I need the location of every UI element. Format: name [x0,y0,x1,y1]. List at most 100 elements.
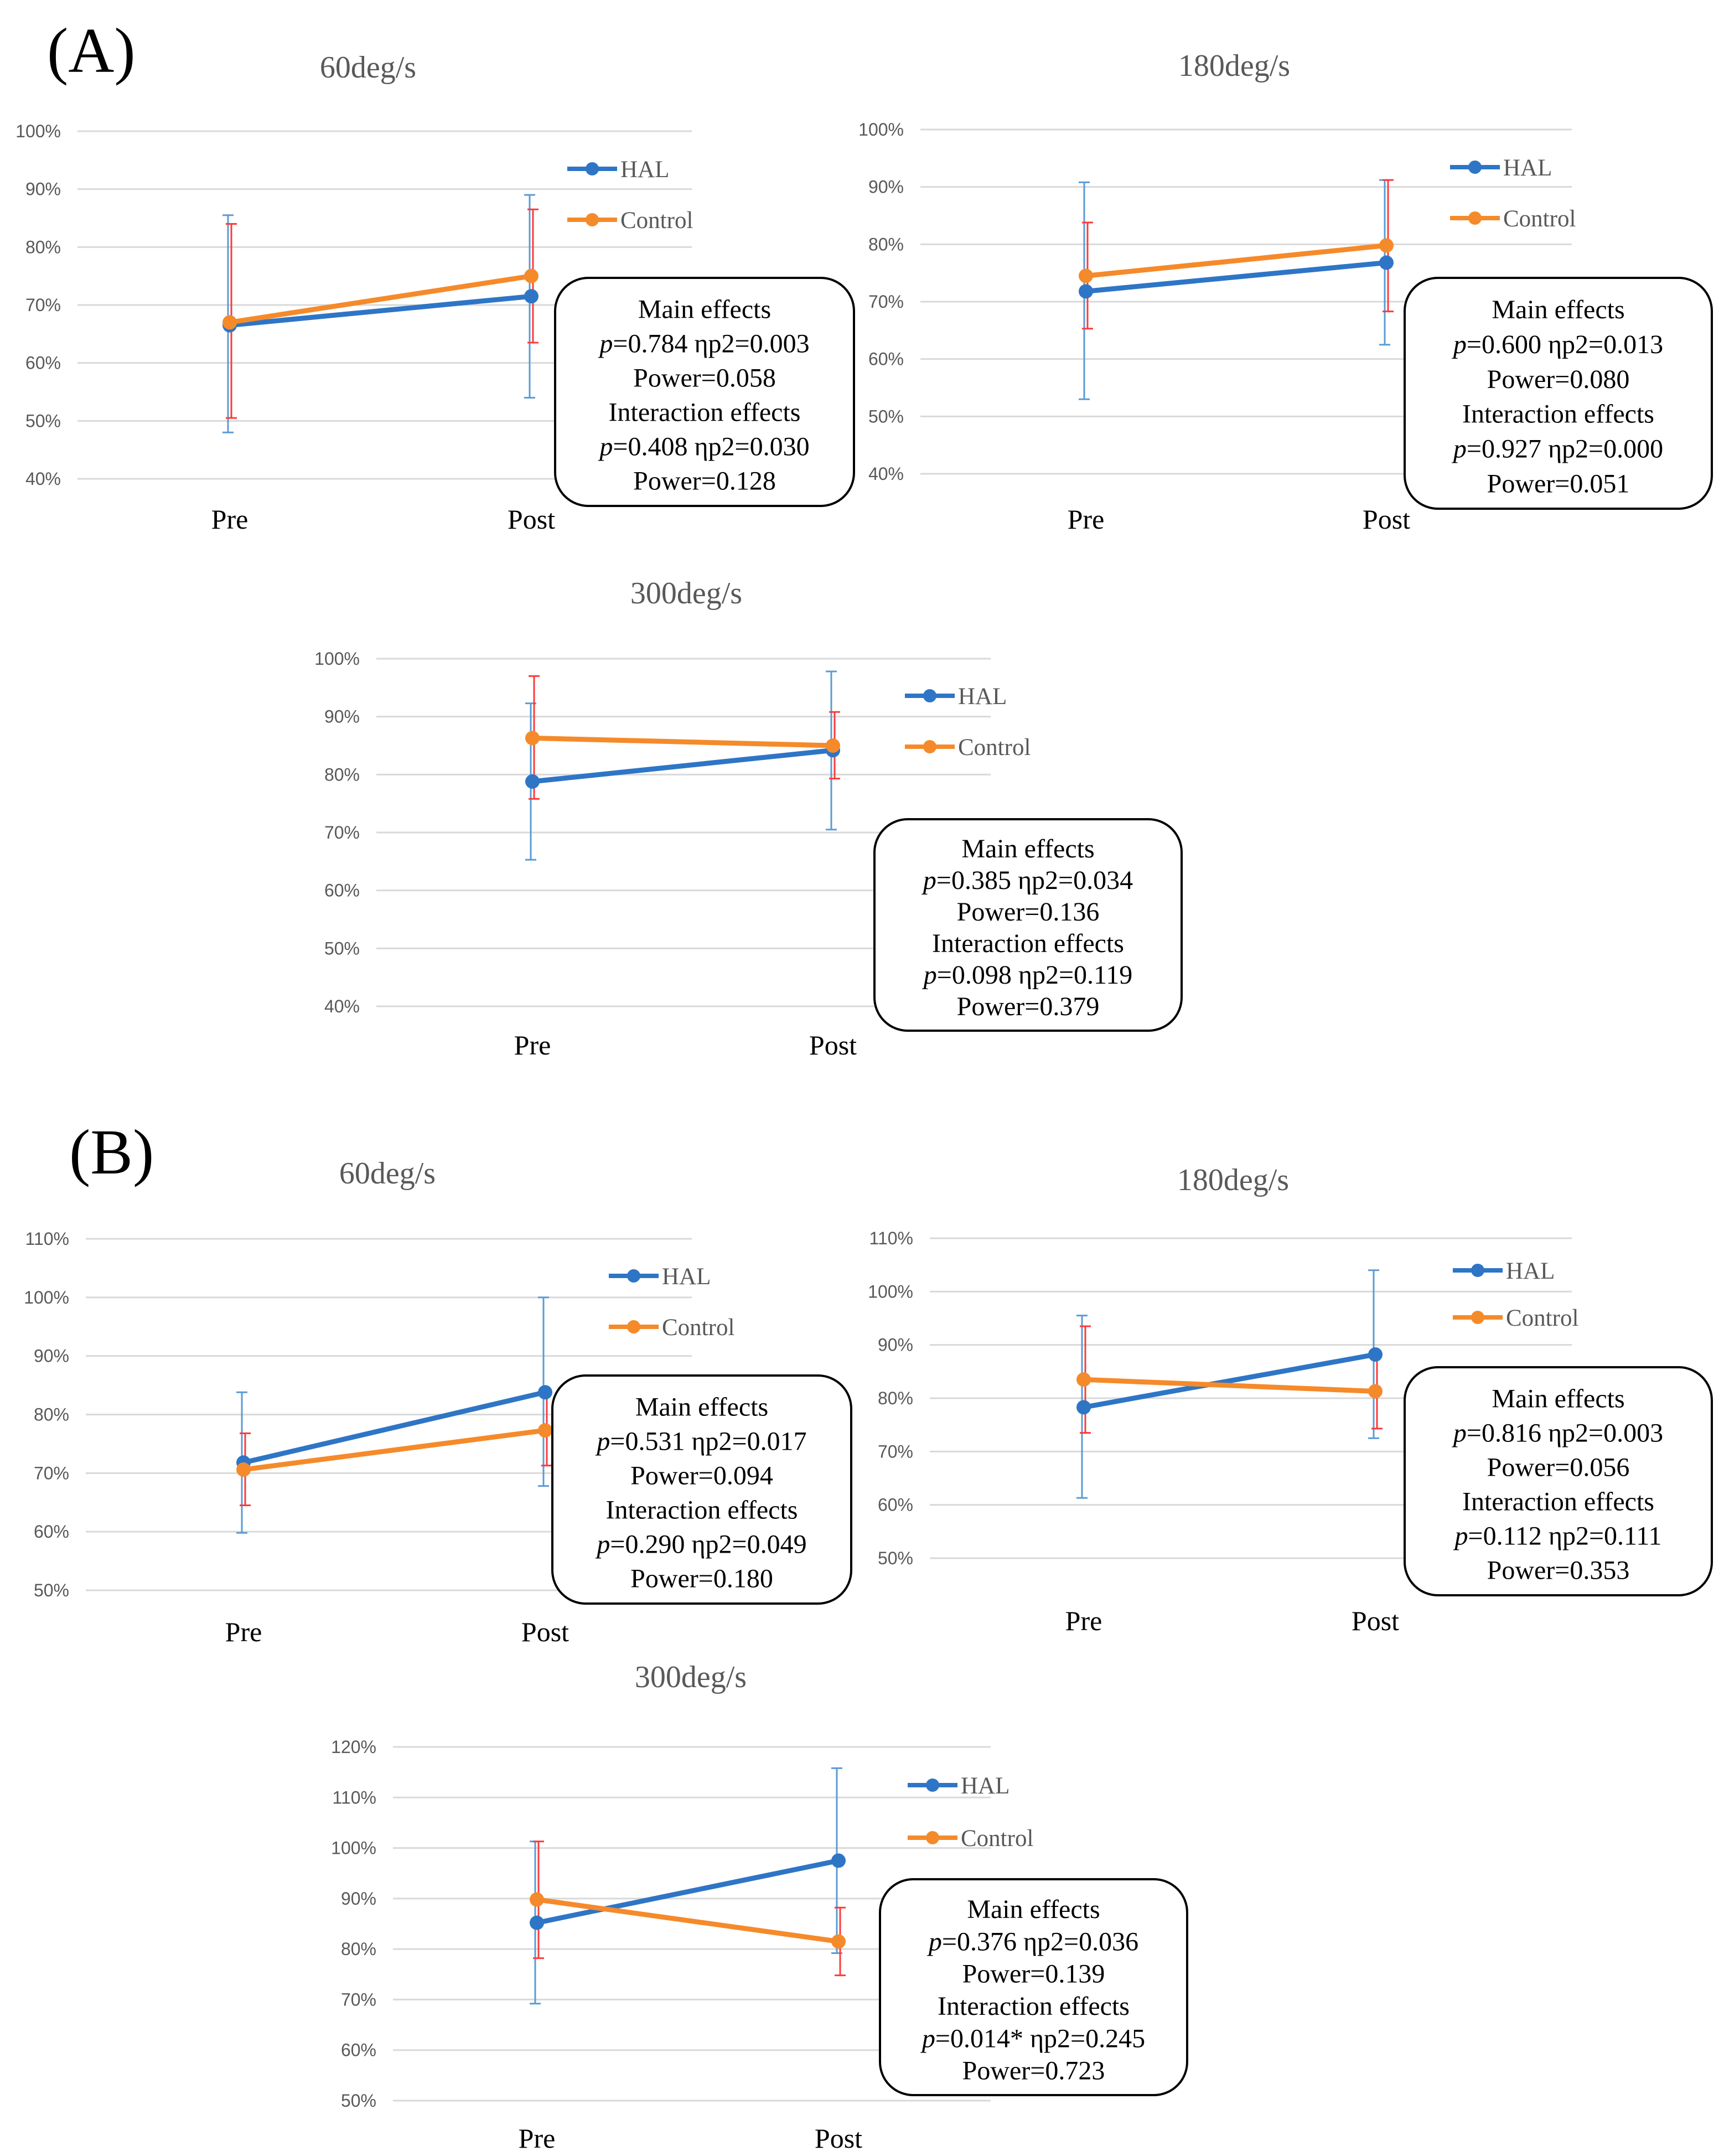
chart-title: 60deg/s [320,50,416,85]
y-tick-label: 40% [25,469,61,489]
series-line-hal [1085,260,1387,294]
y-tick-label: 60% [324,881,360,901]
data-point-control [826,738,840,753]
stats-line: p=0.816 ηp2=0.003 [1452,1419,1663,1448]
stats-line: Interaction effects [932,929,1124,958]
data-point-hal [1076,1400,1091,1415]
legend-label: HAL [958,684,1007,710]
stats-line: p=0.531 ηp2=0.017 [595,1427,806,1456]
stats-line: Power=0.723 [962,2056,1105,2086]
x-category-label: Post [1363,504,1410,535]
stats-box [551,1374,852,1605]
y-tick-label: 60% [25,353,61,373]
data-point-hal [1379,255,1394,270]
y-tick-label: 80% [868,234,904,254]
charts-group: 60deg/s 40% 50% 60% 70% 80% 90% 100% Pre Post HAL C… [15,49,1713,2154]
data-point-control [538,1423,552,1438]
stats-line: p=0.376 ηp2=0.036 [927,1927,1138,1956]
y-tick-label: 90% [34,1346,69,1366]
series-line-control [532,735,833,748]
y-tick-label: 100% [314,649,360,669]
legend-swatch-marker [926,1831,939,1844]
panel-label-a: (A) [47,15,136,86]
y-tick-label: 80% [341,1939,376,1959]
stats-line: p=0.600 ηp2=0.013 [1452,330,1663,359]
y-tick-label: 60% [878,1495,913,1515]
stats-line: Power=0.180 [630,1564,773,1594]
data-point-control [1079,268,1093,283]
x-category-label: Pre [1065,1605,1102,1636]
legend-swatch-marker [923,689,936,702]
x-category-label: Pre [1068,504,1105,535]
stats-line: Main effects [1492,295,1624,324]
stats-line: Power=0.051 [1487,469,1630,498]
data-point-hal [1368,1347,1383,1362]
stats-line: p=0.927 ηp2=0.000 [1452,435,1663,464]
y-tick-label: 50% [25,411,61,431]
legend-swatch-marker [627,1269,640,1283]
chart-3: 300deg/s 40% 50% 60% 70% 80% 90% 100% Pre Post HAL… [314,576,1183,1061]
y-tick-label: 70% [34,1463,69,1483]
series-line-hal [1083,1352,1376,1410]
stats-line: p=0.784 ηp2=0.003 [598,329,809,359]
x-category-label: Pre [225,1616,262,1647]
series-line-hal [242,1389,546,1465]
data-point-hal [524,289,539,304]
data-point-control [1379,238,1394,253]
stats-box [1404,277,1713,510]
legend-label: HAL [961,1773,1009,1799]
stats-line: Main effects [638,295,771,324]
legend-label: Control [958,735,1031,761]
y-tick-label: 50% [34,1580,69,1600]
y-tick-label: 80% [25,237,61,257]
chart-5: 180deg/s 50% 60% 70% 80% 90% 100% 110% Pre Post HA… [868,1163,1713,1636]
y-tick-label: 100% [868,1281,913,1301]
data-point-control [530,1892,544,1907]
stats-line: p=0.408 ηp2=0.030 [598,432,809,462]
legend-label: Control [1503,206,1576,232]
chart-title: 180deg/s [1178,49,1290,83]
y-tick-label: 120% [331,1737,376,1757]
stats-box [879,1878,1188,2096]
chart-2: 180deg/s 40% 50% 60% 70% 80% 90% 100% Pre Post HAL… [858,49,1713,535]
x-category-label: Post [1352,1605,1399,1636]
data-point-control [525,731,540,746]
y-tick-label: 50% [878,1548,913,1568]
y-tick-label: 110% [333,1787,376,1807]
y-tick-label: 100% [858,120,904,139]
y-tick-label: 70% [324,823,360,842]
y-tick-label: 90% [324,707,360,727]
legend-swatch-marker [1468,211,1482,225]
y-tick-label: 110% [25,1229,69,1249]
series-line-control [536,1897,839,1944]
x-category-label: Pre [519,2123,556,2154]
y-tick-label: 80% [878,1388,913,1408]
stats-line: Power=0.094 [630,1461,773,1491]
data-point-hal [831,1853,846,1868]
x-category-label: Pre [514,1030,551,1061]
stats-line: Main effects [1492,1384,1624,1414]
stats-line: Main effects [967,1895,1100,1924]
legend-label: Control [662,1315,734,1341]
series-line-control [229,273,532,325]
stats-line: Power=0.056 [1487,1453,1630,1482]
series-line-hal [532,747,833,784]
y-tick-label: 100% [24,1288,69,1307]
legend-label: Control [961,1826,1033,1852]
y-tick-label: 50% [868,406,904,426]
legend-label: Control [1506,1305,1578,1331]
series-line-control [243,1428,546,1472]
legend-label: Control [620,208,693,234]
stats-line: Interaction effects [609,398,801,427]
chart-title: 300deg/s [630,576,742,611]
legend-label: HAL [662,1264,711,1290]
x-category-label: Post [521,1616,569,1647]
data-point-control [524,268,539,283]
stats-box [554,277,855,507]
data-point-control [236,1462,251,1477]
stats-line: p=0.290 ηp2=0.049 [595,1530,806,1559]
stats-line: Power=0.128 [633,467,776,496]
y-tick-label: 40% [868,464,904,484]
data-point-hal [525,774,540,789]
y-tick-label: 50% [341,2091,376,2111]
